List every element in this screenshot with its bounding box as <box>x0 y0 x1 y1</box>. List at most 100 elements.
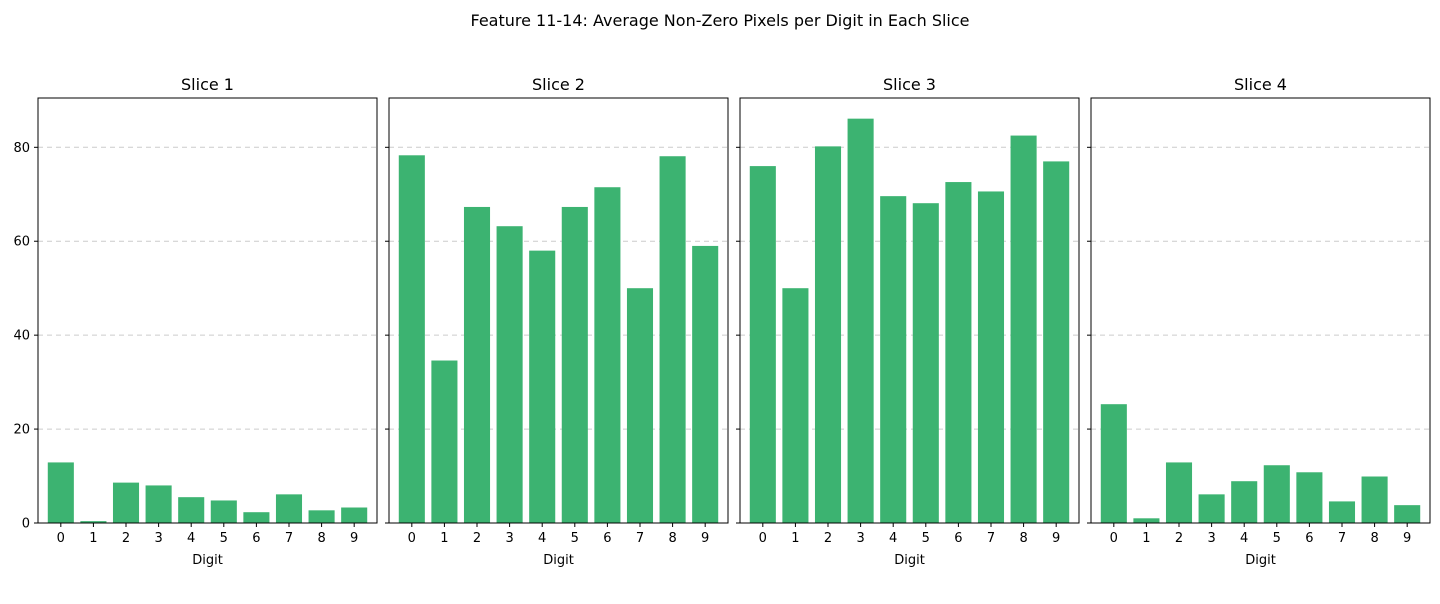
x-tick-label: 2 <box>473 531 481 546</box>
bar <box>814 146 842 523</box>
bar <box>1263 465 1290 523</box>
bar <box>1133 518 1160 523</box>
x-tick-label: 6 <box>1305 531 1313 546</box>
bar <box>1394 505 1421 523</box>
x-tick-label: 3 <box>505 531 513 546</box>
bar <box>80 521 107 523</box>
bar <box>1010 135 1037 523</box>
x-tick-label: 1 <box>1142 531 1150 546</box>
x-tick-label: 5 <box>1273 531 1281 546</box>
x-tick-label: 8 <box>317 531 325 546</box>
x-tick-label: 8 <box>668 531 676 546</box>
x-tick-label: 2 <box>122 531 130 546</box>
bar <box>977 191 1005 523</box>
bar <box>463 206 491 524</box>
x-tick-label: 2 <box>824 531 832 546</box>
x-axis-label: Digit <box>543 553 574 568</box>
panel-title: Slice 3 <box>883 75 936 94</box>
bar <box>594 187 621 524</box>
x-tick-label: 2 <box>1175 531 1183 546</box>
bar <box>1361 476 1388 523</box>
bar <box>496 226 523 524</box>
x-tick-label: 9 <box>1403 531 1411 546</box>
x-tick-label: 0 <box>759 531 767 546</box>
x-tick-label: 1 <box>440 531 448 546</box>
x-tick-label: 0 <box>1110 531 1118 546</box>
bar <box>112 482 140 523</box>
x-tick-label: 9 <box>701 531 709 546</box>
x-tick-label: 9 <box>1052 531 1060 546</box>
y-tick-label: 60 <box>13 235 30 250</box>
bar <box>1198 494 1225 523</box>
plot-frame <box>739 97 1080 524</box>
bar <box>782 288 809 523</box>
bar <box>1165 462 1193 523</box>
x-tick-label: 6 <box>603 531 611 546</box>
x-axis-label: Digit <box>192 553 223 568</box>
panel-title: Slice 4 <box>1234 75 1287 94</box>
bar <box>1328 501 1356 523</box>
panel-title: Slice 1 <box>181 75 234 94</box>
x-tick-label: 3 <box>856 531 864 546</box>
bar <box>275 494 303 523</box>
x-tick-label: 1 <box>89 531 97 546</box>
bar <box>626 288 654 523</box>
bar <box>431 360 458 523</box>
y-tick-label: 20 <box>13 423 30 438</box>
y-tick-label: 0 <box>22 517 30 532</box>
x-axis-label: Digit <box>1245 553 1276 568</box>
x-tick-label: 0 <box>408 531 416 546</box>
bar <box>1043 161 1070 523</box>
x-tick-label: 8 <box>1019 531 1027 546</box>
x-tick-label: 7 <box>1338 531 1346 546</box>
x-tick-label: 7 <box>987 531 995 546</box>
bar <box>912 203 939 524</box>
bar <box>561 206 588 524</box>
bar <box>1296 472 1323 523</box>
x-tick-label: 8 <box>1370 531 1378 546</box>
bar <box>749 166 776 523</box>
bar <box>529 250 556 523</box>
bar <box>880 196 907 523</box>
x-tick-label: 9 <box>350 531 358 546</box>
x-tick-label: 4 <box>1240 531 1248 546</box>
bar <box>398 155 425 523</box>
plot-frame <box>388 97 729 524</box>
bar <box>1100 404 1127 523</box>
plot-frame <box>1090 97 1431 524</box>
chart-title: Feature 11-14: Average Non-Zero Pixels p… <box>471 11 970 30</box>
bar <box>47 462 74 523</box>
bar <box>308 510 335 523</box>
bar <box>1231 481 1258 523</box>
y-tick-label: 80 <box>13 141 30 156</box>
x-axis-label: Digit <box>894 553 925 568</box>
x-tick-label: 3 <box>154 531 162 546</box>
bar <box>243 512 270 523</box>
x-tick-label: 3 <box>1207 531 1215 546</box>
x-tick-label: 4 <box>187 531 195 546</box>
x-tick-label: 6 <box>954 531 962 546</box>
x-tick-label: 5 <box>571 531 579 546</box>
x-tick-label: 5 <box>922 531 930 546</box>
bar <box>145 485 172 523</box>
x-tick-label: 5 <box>220 531 228 546</box>
x-tick-label: 1 <box>791 531 799 546</box>
bar <box>692 245 719 524</box>
x-tick-label: 7 <box>636 531 644 546</box>
x-tick-label: 4 <box>889 531 897 546</box>
x-tick-label: 7 <box>285 531 293 546</box>
bar <box>847 118 874 523</box>
x-tick-label: 4 <box>538 531 546 546</box>
bar <box>945 182 972 523</box>
x-tick-label: 0 <box>57 531 65 546</box>
panel-title: Slice 2 <box>532 75 585 94</box>
plot-frame <box>37 97 378 524</box>
y-tick-label: 40 <box>13 329 30 344</box>
x-tick-label: 6 <box>252 531 260 546</box>
bar <box>178 497 205 523</box>
bar <box>659 156 686 523</box>
bar <box>210 500 237 523</box>
bar <box>341 507 368 523</box>
